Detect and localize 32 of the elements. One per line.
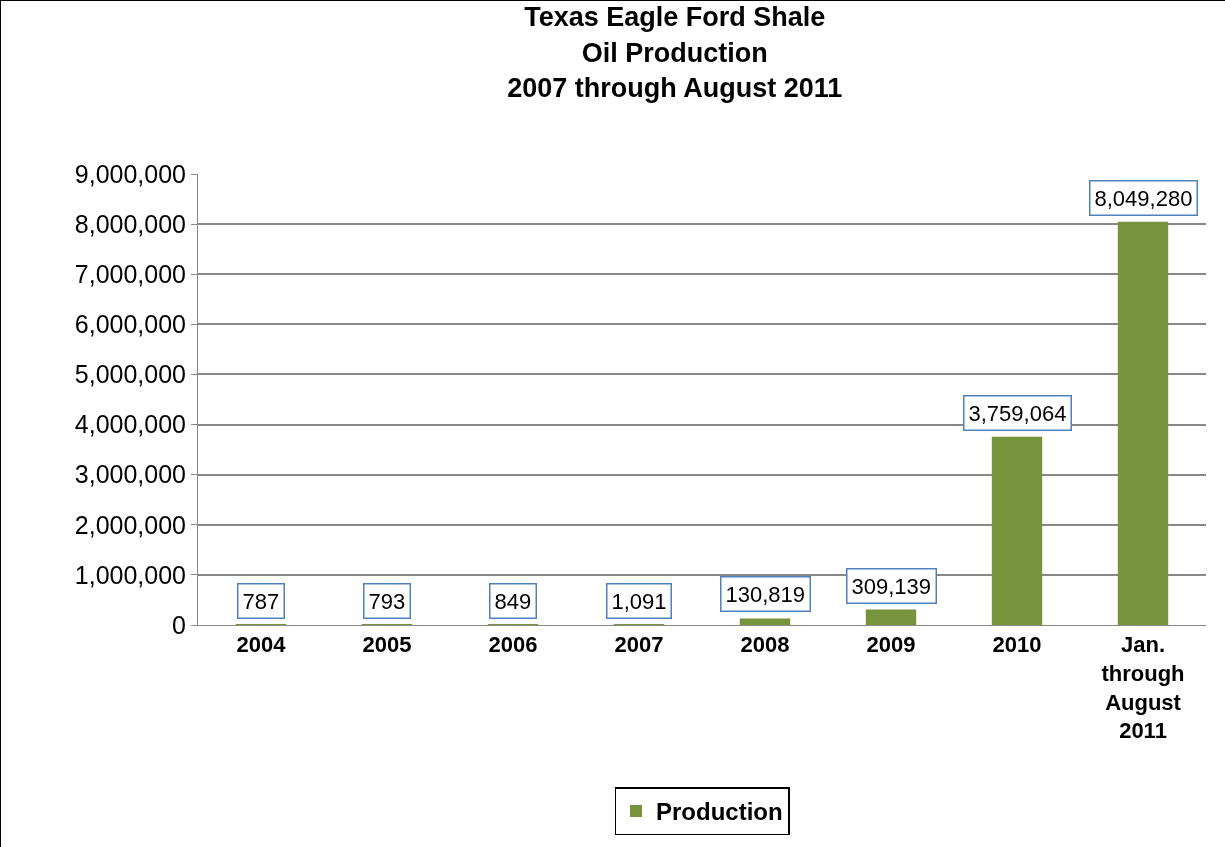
bar (739, 618, 791, 625)
bar (1117, 221, 1169, 625)
y-tick-label: 0 (172, 610, 186, 639)
bar (991, 436, 1043, 625)
bar (865, 609, 917, 625)
data-label: 787 (242, 588, 280, 614)
x-tick-label: 2009 (866, 632, 916, 658)
x-tick-label: 2004 (236, 632, 287, 658)
x-tick-label: 2007 (614, 632, 664, 658)
y-tick-label: 8,000,000 (74, 209, 186, 238)
data-label: 8,049,280 (1094, 185, 1193, 211)
x-tick-label: 2005 (362, 632, 412, 658)
y-tick-label: 1,000,000 (74, 560, 186, 589)
y-tick-label: 6,000,000 (74, 310, 186, 339)
x-tick-label: Jan. through August 2011 (1101, 632, 1185, 744)
x-tick-label: 2010 (992, 632, 1042, 658)
y-tick-label: 5,000,000 (74, 360, 186, 389)
data-label: 849 (494, 588, 532, 614)
y-tick-label: 9,000,000 (74, 159, 186, 188)
x-tick-label: 2008 (740, 632, 790, 658)
data-label: 309,139 (851, 573, 932, 599)
chart-title: Texas Eagle Ford Shale Oil Production 2007 through August 2011 (507, 2, 843, 103)
legend-label: Production (656, 798, 783, 826)
data-label: 3,759,064 (968, 400, 1067, 426)
data-label: 1,091 (611, 588, 667, 614)
y-tick-label: 7,000,000 (74, 259, 186, 288)
x-tick-label: 2006 (488, 632, 538, 658)
y-tick-label: 3,000,000 (74, 460, 186, 489)
y-tick-label: 2,000,000 (74, 510, 186, 539)
data-label: 130,819 (725, 581, 806, 607)
data-label: 793 (368, 588, 406, 614)
y-tick-label: 4,000,000 (74, 410, 186, 439)
